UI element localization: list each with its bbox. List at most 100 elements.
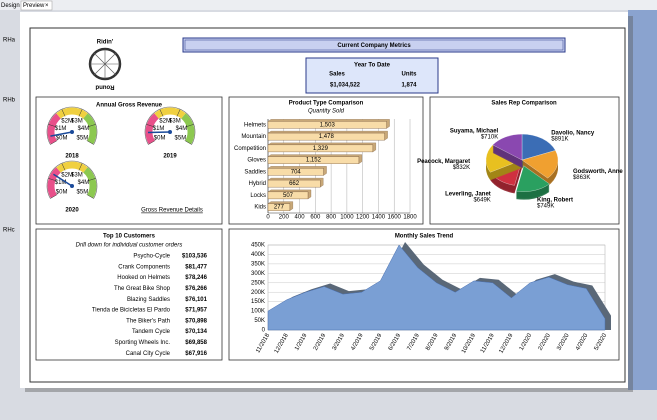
y-tick-label: Locks [250, 193, 266, 199]
customer-amount: $69,858 [185, 340, 207, 346]
panel-title: Annual Gross Revenue [96, 103, 163, 109]
gauge-label: 2020 [65, 208, 79, 214]
y-tick-label: Mountain [241, 134, 266, 140]
gauge-tick-label: $5M [175, 136, 187, 142]
y-tick-label: Hybrid [249, 181, 266, 187]
customer-name[interactable]: Hooked on Helmets [117, 275, 170, 281]
gauge-label: 2018 [65, 154, 79, 160]
y-tick-label: 200K [251, 290, 265, 296]
x-tick-label: 1400 [372, 215, 386, 221]
customer-name[interactable]: Crank Components [118, 264, 170, 270]
customer-name[interactable]: The Great Bike Shop [114, 286, 171, 292]
panel-title: Monthly Sales Trend [395, 234, 454, 240]
gauge-tick-label: $4M [176, 126, 188, 132]
logo-top: Ridin' [97, 40, 114, 46]
ytd-value: $1,034,522 [330, 83, 361, 89]
x-tick-label: 1800 [403, 215, 417, 221]
logo-bottom: Round [95, 83, 114, 89]
x-tick-label: 600 [310, 215, 321, 221]
panel-title: Product Type Comparison [289, 101, 364, 107]
y-tick-label: Competition [234, 146, 266, 152]
row-label: RHa [3, 38, 16, 44]
gauge-label: 2019 [163, 154, 177, 160]
gauge-tick-label: $5M [77, 136, 89, 142]
customer-amount: $103,536 [182, 254, 208, 260]
x-tick-label: 1200 [356, 215, 370, 221]
panel-title: Sales Rep Comparison [491, 101, 557, 107]
bar-value: 1,152 [306, 158, 322, 164]
bar-value: 1,503 [320, 122, 336, 128]
gauge-tick-label: $3M [71, 173, 83, 179]
gauge-tick-label: $4M [78, 180, 90, 186]
slice-value: $863K [573, 175, 590, 181]
row-label: RHb [3, 98, 16, 104]
customer-name[interactable]: Blazing Saddles [127, 297, 170, 303]
customer-amount: $70,898 [185, 318, 207, 324]
x-tick-label: 200 [279, 215, 290, 221]
customer-name[interactable]: Sporting Wheels Inc. [115, 340, 171, 346]
x-tick-label: 400 [295, 215, 306, 221]
gauge-tick-label: $3M [71, 119, 83, 125]
y-tick-label: Kids [254, 205, 266, 211]
y-tick-label: Saddles [244, 169, 266, 175]
y-tick-label: 100K [251, 309, 265, 315]
customer-name[interactable]: Psycho-Cycle [133, 254, 170, 260]
y-tick-label: Helmets [244, 122, 266, 128]
y-tick-label: 400K [251, 252, 265, 258]
gauge-tick-label: $0M [56, 136, 68, 142]
customer-name[interactable]: The Biker's Path [126, 318, 170, 324]
y-tick-label: 350K [251, 261, 265, 267]
y-tick-label: 150K [251, 299, 265, 305]
slice-value: $649K [473, 198, 490, 204]
customer-name[interactable]: Tienda de Bicicletas El Pardo [92, 308, 171, 314]
tab-bar [0, 0, 657, 10]
tab-label[interactable]: Preview [23, 3, 45, 9]
customer-amount: $76,101 [185, 297, 207, 303]
bar-value: 662 [289, 181, 300, 187]
bar-value: 507 [283, 193, 294, 199]
panel-subtitle: Drill down for individual customer order… [76, 243, 183, 249]
y-tick-label: Gloves [247, 158, 266, 164]
gauge-tick-label: $5M [77, 190, 89, 196]
tab-label[interactable]: Design [1, 3, 20, 9]
gauge-tick-label: $1M [153, 126, 165, 132]
y-tick-label: 50K [254, 318, 265, 324]
x-tick-label: 1600 [388, 215, 402, 221]
row-label: RHc [3, 228, 15, 234]
customer-amount: $76,266 [185, 286, 207, 292]
gauge-tick-label: $0M [154, 136, 166, 142]
slice-value: $749K [537, 203, 554, 209]
ytd-label: Units [402, 72, 418, 78]
customer-name[interactable]: Canal City Cycle [126, 351, 171, 357]
gauge-hub [70, 130, 74, 134]
gauge-hub [70, 184, 74, 188]
y-tick-label: 250K [251, 280, 265, 286]
bar-value: 1,329 [313, 146, 329, 152]
x-tick-label: 1000 [340, 215, 354, 221]
bar-value: 1,478 [319, 134, 335, 140]
gauge-tick-label: $1M [55, 126, 67, 132]
ytd-label: Sales [329, 72, 345, 78]
slice-value: $891K [551, 137, 568, 143]
panel-subtitle: Quantity Sold [308, 109, 345, 115]
gauge-tick-label: $4M [78, 126, 90, 132]
logo-spokes [90, 49, 120, 79]
gauge-tick-label: $0M [56, 190, 68, 196]
gauge-tick-label: $3M [169, 119, 181, 125]
customer-amount: $67,916 [185, 351, 207, 357]
customer-amount: $81,477 [185, 264, 207, 270]
y-tick-label: 300K [251, 271, 265, 277]
panel-title: Top 10 Customers [103, 234, 156, 240]
y-tick-label: 450K [251, 243, 265, 249]
bar-value: 277 [274, 205, 285, 211]
slice-value: $832K [453, 165, 470, 171]
page-title: Current Company Metrics [337, 43, 411, 49]
ytd-title: Year To Date [354, 63, 391, 69]
gauge-hub [168, 130, 172, 134]
bar-value: 704 [291, 169, 302, 175]
tab-close[interactable]: × [45, 3, 49, 9]
customer-amount: $71,957 [185, 308, 207, 314]
customer-name[interactable]: Tandem Cycle [132, 329, 171, 335]
link[interactable]: Gross Revenue Details [141, 208, 203, 214]
